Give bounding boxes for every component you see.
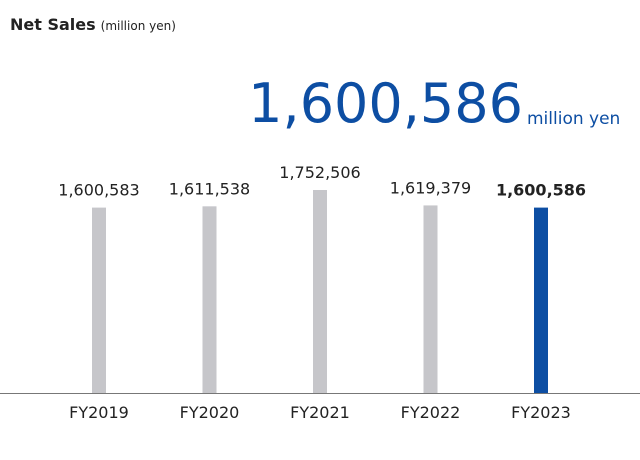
x-tick-label: FY2019 <box>69 403 129 422</box>
bar <box>313 190 327 393</box>
headline-unit: million yen <box>527 109 620 129</box>
bar <box>202 206 217 393</box>
bar <box>92 207 106 393</box>
value-label: 1,611,538 <box>169 179 250 198</box>
value-label: 1,752,506 <box>279 163 360 182</box>
value-label: 1,600,583 <box>58 181 139 200</box>
bar <box>423 205 438 393</box>
value-label: 1,619,379 <box>390 178 471 197</box>
chart-subtitle: (million yen) <box>101 19 176 33</box>
x-tick-label: FY2023 <box>511 403 571 422</box>
chart-title: Net Sales <box>10 15 96 34</box>
x-tick-label: FY2021 <box>290 403 350 422</box>
x-tick-label: FY2022 <box>401 403 461 422</box>
headline-value: 1,600,586 <box>248 72 523 135</box>
x-tick-label: FY2020 <box>180 403 240 422</box>
bar <box>534 207 548 393</box>
value-label: 1,600,586 <box>496 181 586 200</box>
